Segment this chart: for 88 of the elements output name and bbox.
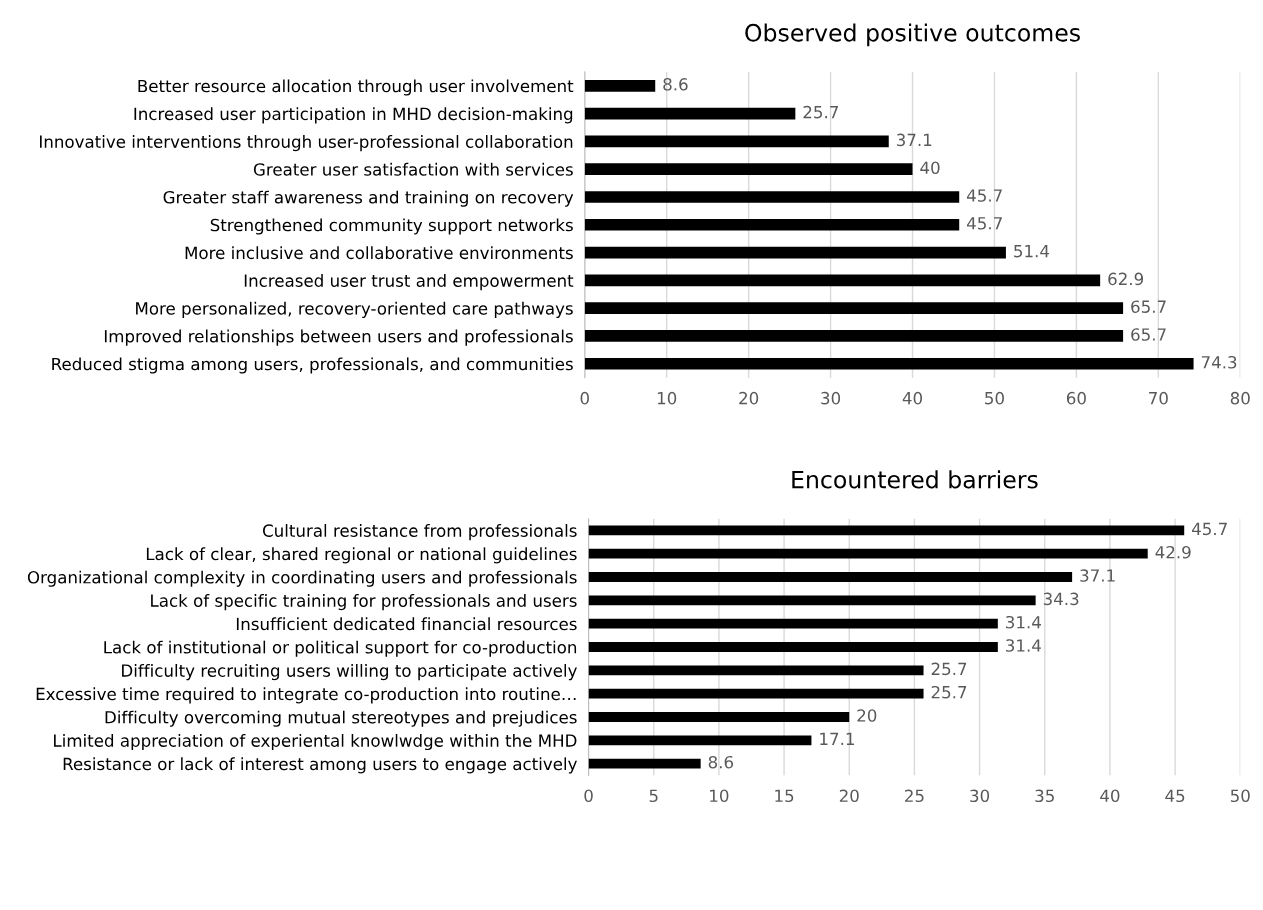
data-label: 34.3: [1043, 592, 1079, 606]
y-tick-label: Difficulty recruiting users willing to participate actively: [122, 664, 577, 681]
x-tick-label: 40: [902, 391, 923, 405]
bar: [588, 712, 850, 722]
bar: [588, 758, 701, 769]
bar: [584, 357, 1194, 370]
data-label: 65.7: [1131, 300, 1166, 313]
y-tick-label: Lack of specific training for professionals and users: [151, 594, 577, 611]
x-tick-label: 45: [1165, 789, 1185, 803]
x-tick-label: 20: [739, 391, 759, 405]
bar: [588, 572, 1073, 582]
x-tick-label: 35: [1035, 789, 1054, 803]
chart-title: Encountered barriers: [792, 470, 1038, 489]
data-label: 31.4: [1006, 615, 1041, 629]
y-tick-label: Excessive time required to integrate co-production into routine…: [36, 687, 576, 704]
chart-title: Observed positive outcomes: [745, 23, 1080, 47]
data-label: 40: [920, 161, 940, 175]
bar: [588, 642, 998, 652]
data-label: 74.3: [1201, 355, 1237, 369]
data-label: 8.6: [708, 755, 734, 769]
data-label: 8.6: [663, 78, 688, 91]
data-label: 65.7: [1131, 328, 1166, 341]
data-label: 37.1: [1080, 569, 1115, 582]
y-tick-label: Lack of institutional or political support for co-production: [104, 640, 577, 657]
data-label: 62.9: [1108, 272, 1144, 286]
bar: [584, 135, 889, 148]
bar: [584, 246, 1006, 259]
y-tick-label: Increased user trust and empowerment: [244, 274, 574, 291]
x-tick-label: 20: [839, 789, 859, 803]
bar: [584, 218, 960, 231]
x-tick-label: 50: [985, 391, 1004, 405]
x-tick-label: 30: [821, 391, 841, 405]
y-tick-label: Better resource allocation through user involvement: [138, 79, 574, 96]
x-tick-label: 60: [1066, 391, 1086, 405]
x-tick-label: 50: [1230, 789, 1250, 803]
x-tick-label: 5: [649, 789, 658, 803]
y-tick-label: Organizational complexity in coordinating users and professionals: [27, 570, 577, 587]
bar: [588, 618, 998, 629]
data-label: 25.7: [931, 685, 967, 699]
bar: [584, 107, 796, 120]
data-label: 20: [857, 709, 877, 722]
data-label: 45.7: [1191, 522, 1227, 536]
y-tick-label: Insufficient dedicated financial resources: [236, 617, 577, 631]
bar: [584, 274, 1101, 287]
y-tick-label: Improved relationships between users and professionals: [104, 329, 573, 346]
data-label: 45.7: [966, 189, 1002, 202]
x-tick-label: 70: [1149, 391, 1168, 405]
data-label: 17.1: [820, 732, 854, 745]
y-tick-label: More inclusive and collaborative environments: [185, 246, 573, 260]
x-tick-label: 0: [584, 789, 593, 803]
bar: [588, 548, 1148, 559]
y-tick-label: Innovative interventions through user-professional collaboration: [40, 135, 573, 152]
x-tick-label: 10: [657, 391, 677, 405]
y-tick-label: Greater staff awareness and training on recovery: [163, 190, 574, 207]
y-tick-label: Greater user satisfaction with services: [253, 162, 573, 176]
bar: [584, 330, 1124, 342]
bar: [584, 79, 656, 92]
x-tick-label: 15: [775, 789, 794, 803]
bar: [584, 163, 913, 176]
bar: [588, 688, 924, 699]
data-label: 51.4: [1014, 245, 1050, 258]
y-tick-label: More personalized, recovery-oriented care pathways: [136, 301, 573, 318]
bar: [588, 665, 924, 676]
y-tick-label: Limited appreciation of experiental knowlwdge within the MHD: [54, 733, 577, 751]
x-tick-label: 40: [1100, 789, 1120, 803]
y-tick-label: Lack of clear, shared regional or national guidelines: [146, 547, 577, 564]
y-tick-label: Cultural resistance from professionals: [262, 524, 577, 541]
data-label: 25.7: [931, 662, 967, 676]
x-tick-label: 25: [905, 789, 924, 803]
data-label: 37.1: [896, 133, 932, 147]
x-tick-label: 0: [580, 391, 589, 405]
y-tick-label: Difficulty overcoming mutual stereotypes and prejudices: [105, 710, 577, 727]
bar: [588, 525, 1185, 536]
bar: [588, 595, 1036, 606]
bar: [588, 735, 812, 746]
data-label: 42.9: [1155, 545, 1191, 559]
data-label: 31.4: [1006, 639, 1041, 652]
y-tick-label: Increased user participation in MHD decision-making: [134, 107, 573, 124]
y-tick-label: Strengthened community support networks: [210, 218, 573, 235]
bar: [584, 191, 960, 203]
x-tick-label: 30: [970, 789, 990, 803]
data-label: 25.7: [803, 105, 838, 119]
y-tick-label: Reduced stigma among users, professionals, and communities: [52, 357, 573, 374]
data-label: 45.7: [966, 217, 1002, 230]
x-tick-label: 10: [710, 789, 729, 803]
bar: [584, 302, 1124, 314]
y-tick-label: Resistance or lack of interest among users to engage actively: [63, 757, 577, 774]
x-tick-label: 80: [1230, 391, 1250, 405]
